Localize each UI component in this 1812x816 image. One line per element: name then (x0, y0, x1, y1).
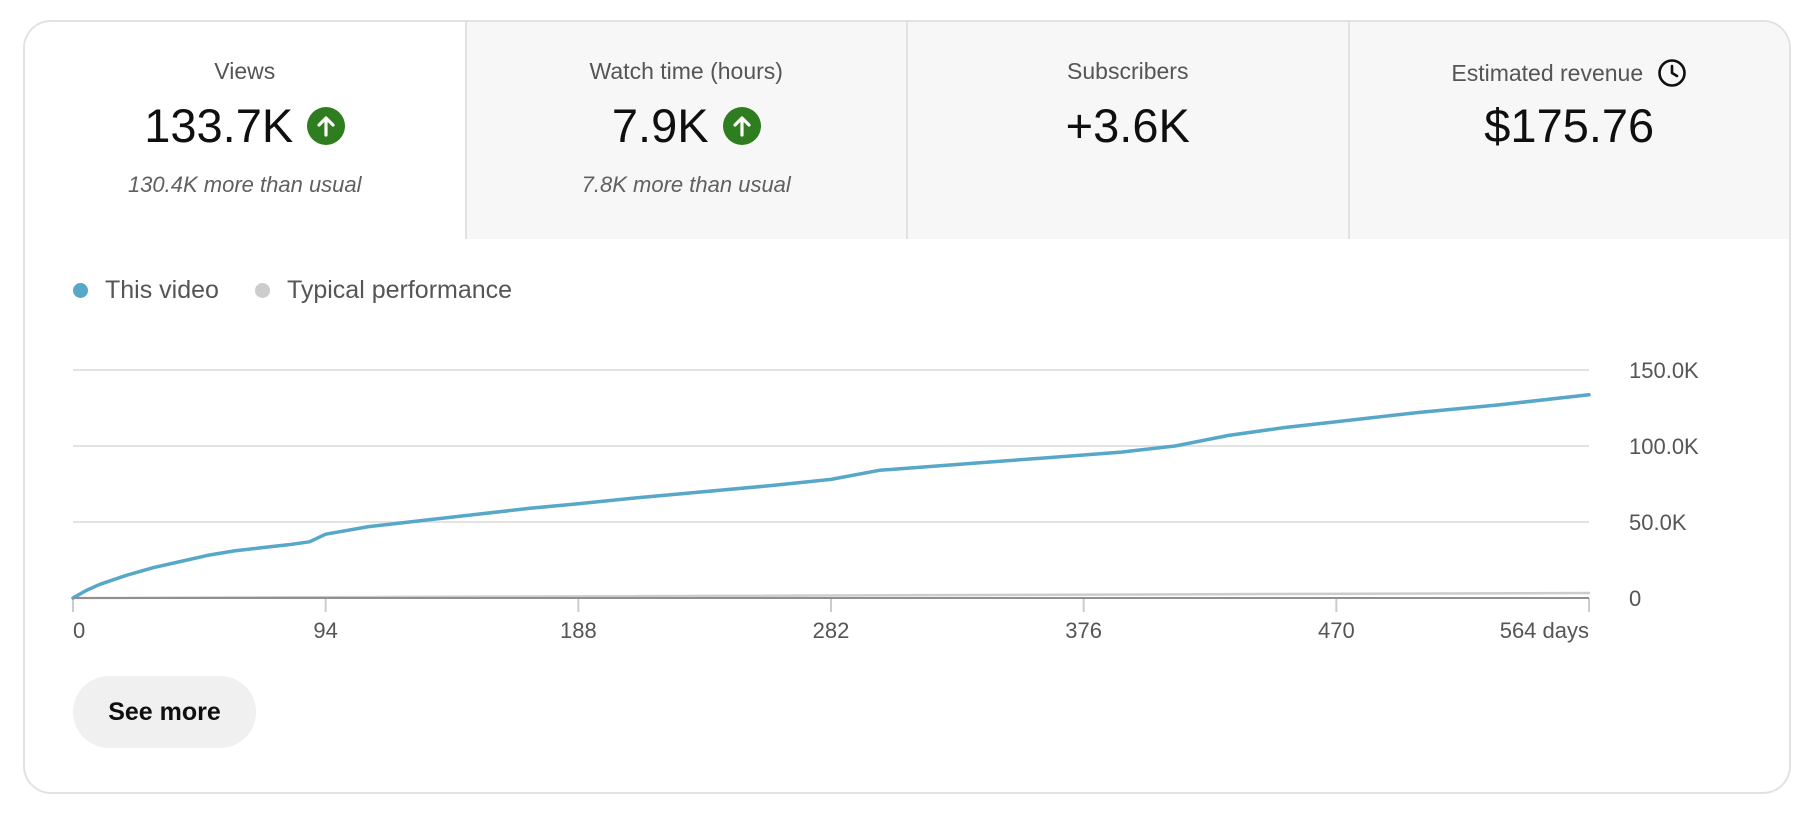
metric-label: Watch time (hours) (589, 58, 783, 84)
metric-value: +3.6K (1065, 99, 1190, 152)
x-tick-label: 376 (1065, 618, 1102, 643)
metric-note: 7.8K more than usual (581, 172, 791, 197)
legend-label: This video (105, 276, 219, 304)
legend-label: Typical performance (286, 276, 513, 304)
metric-subscribers[interactable]: Subscribers +3.6K (906, 22, 1348, 239)
y-tick-label: 50.0K (1629, 510, 1687, 535)
metric-label: Views (214, 58, 276, 84)
metric-value: 7.9K (467, 98, 907, 153)
views-line-chart[interactable]: 0 50.0K 100.0K 150.0K 0 94 188 282 376 470 564 day… (25, 322, 1789, 652)
arrow-up-circle-icon (722, 106, 761, 145)
metric-value: $175.76 (1484, 99, 1655, 152)
see-more-button[interactable]: See more (73, 676, 256, 748)
series-line-this-video (71, 393, 1591, 600)
metric-estimated-revenue[interactable]: Estimated revenue $175.76 (1347, 22, 1790, 239)
x-tick-label: 564 days (1500, 618, 1589, 643)
legend-dot (73, 283, 88, 298)
x-tick-label: 470 (1318, 618, 1355, 643)
chart-legend: This video Typical performance (73, 276, 548, 305)
legend-item-typical-performance[interactable]: Typical performance (254, 276, 513, 305)
legend-item-this-video[interactable]: This video (73, 276, 219, 305)
metric-note: 130.4K more than usual (127, 172, 362, 197)
y-tick-label: 0 (1629, 586, 1641, 611)
metric-label: Subscribers (1067, 58, 1189, 84)
x-tick-label: 282 (813, 618, 850, 643)
metric-watch-time[interactable]: Watch time (hours) 7.9K 7.8K more than u… (464, 22, 907, 239)
x-tick-label: 188 (560, 618, 597, 643)
x-tick-label: 0 (73, 618, 85, 643)
metric-label: Estimated revenue (1350, 58, 1790, 88)
clock-icon (1657, 58, 1687, 88)
y-tick-label: 100.0K (1629, 434, 1699, 459)
y-tick-label: 150.0K (1629, 358, 1699, 383)
metric-value: 133.7K (25, 98, 465, 153)
analytics-card: Views 133.7K 130.4K more than usual Watc… (23, 20, 1791, 794)
arrow-up-circle-icon (307, 106, 346, 145)
legend-dot (254, 283, 270, 298)
metrics-row: Views 133.7K 130.4K more than usual Watc… (25, 22, 1789, 239)
x-tick-label: 94 (313, 618, 337, 643)
metric-views[interactable]: Views 133.7K 130.4K more than usual (25, 22, 465, 239)
